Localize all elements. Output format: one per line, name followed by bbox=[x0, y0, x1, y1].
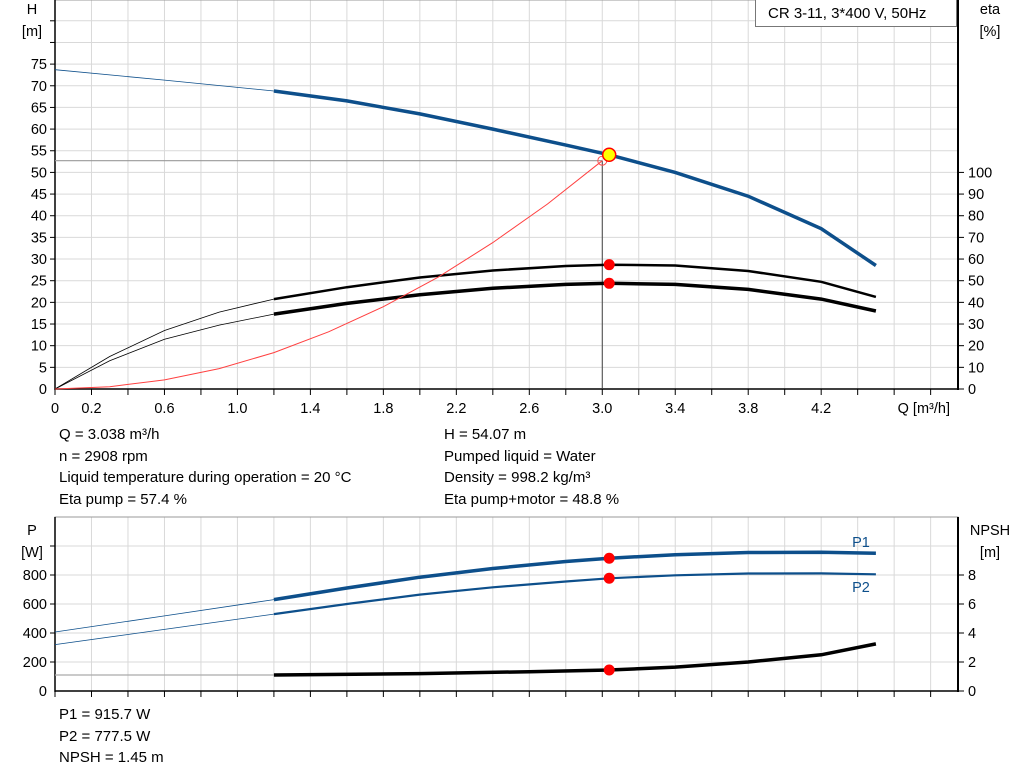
info-liquid: Pumped liquid = Water bbox=[444, 447, 596, 465]
info-eta-total: Eta pump+motor = 48.8 % bbox=[444, 490, 620, 508]
y-left-tick-label: 45 bbox=[31, 187, 47, 203]
npsh-duty-marker bbox=[603, 664, 615, 676]
y-right-tick-label: 0 bbox=[968, 382, 976, 398]
y-left-tick-label: 25 bbox=[31, 274, 47, 290]
info-top-left: Q = 3.038 m³/h n = 2908 rpm Liquid tempe… bbox=[59, 424, 351, 510]
info-npsh: NPSH = 1.45 m bbox=[59, 749, 164, 766]
y-right-axis-label: [m] bbox=[980, 545, 1000, 561]
y-left-tick-label: 20 bbox=[31, 295, 47, 311]
y-right-tick-label: 2 bbox=[968, 655, 976, 671]
info-density: Density = 998.2 kg/m³ bbox=[444, 469, 591, 486]
x-tick-label: 3.4 bbox=[665, 401, 685, 417]
eta-pump-curve bbox=[273, 263, 877, 301]
x-tick-label: 1.4 bbox=[300, 401, 320, 417]
y-right-tick-label: 70 bbox=[968, 230, 984, 246]
y-left-tick-label: 5 bbox=[39, 360, 47, 376]
x-axis-label: Q [m³/h] bbox=[898, 401, 950, 417]
p2-series-label: P2 bbox=[852, 580, 870, 596]
y-left-tick-label: 65 bbox=[31, 100, 47, 116]
y-right-tick-label: 30 bbox=[968, 317, 984, 333]
y-right-tick-label: 50 bbox=[968, 274, 984, 290]
chart-panel-0: 0 5 10 15 20 25 30 35 40 45 50 55 60 65 70 75 0 10 20 30 40 5… bbox=[22, 0, 1001, 417]
info-eta-pump: Eta pump = 57.4 % bbox=[59, 490, 187, 508]
eta-pump-curve-extrapolated bbox=[54, 298, 274, 390]
info-p1: P1 = 915.7 W bbox=[59, 706, 151, 723]
y-right-tick-label: 8 bbox=[968, 568, 976, 584]
x-tick-label: 4.2 bbox=[811, 401, 831, 417]
x-tick-label: 3.0 bbox=[592, 401, 612, 417]
x-tick-label: 3.8 bbox=[738, 401, 758, 417]
y-left-axis-label: [m] bbox=[22, 24, 42, 40]
y-left-axis-label: P bbox=[27, 523, 37, 539]
eta-pump-duty-marker bbox=[603, 259, 615, 271]
info-p2: P2 = 777.5 W bbox=[59, 727, 151, 745]
eta-total-curve bbox=[273, 281, 877, 316]
y-right-tick-label: 100 bbox=[968, 165, 992, 181]
y-left-tick-label: 75 bbox=[31, 57, 47, 73]
x-tick-label: 0.2 bbox=[81, 401, 101, 417]
eta-total-curve-extrapolated bbox=[54, 313, 274, 390]
y-left-tick-label: 0 bbox=[39, 382, 47, 398]
x-tick-label: 2.2 bbox=[446, 401, 466, 417]
x-tick-label: 0 bbox=[51, 401, 59, 417]
eta-total-duty-marker bbox=[603, 277, 615, 289]
y-left-tick-label: 400 bbox=[23, 626, 47, 642]
y-left-axis-label: H bbox=[27, 2, 37, 18]
chart-panel-1: 0 200 400 600 800 0 2 4 6 8 P [W] NPSH [m] P1 P2 bbox=[21, 516, 1010, 700]
info-temperature: Liquid temperature during operation = 20… bbox=[59, 469, 352, 486]
x-tick-label: 0.6 bbox=[154, 401, 174, 417]
system-curve bbox=[54, 160, 603, 390]
p1-curve-extrapolated bbox=[54, 599, 274, 633]
y-left-tick-label: 70 bbox=[31, 79, 47, 95]
p2-curve-extrapolated bbox=[54, 613, 274, 645]
y-right-tick-label: 90 bbox=[968, 187, 984, 203]
p1-curve bbox=[273, 550, 876, 602]
p2-duty-marker bbox=[603, 572, 615, 584]
y-right-tick-label: 6 bbox=[968, 597, 976, 613]
p1-duty-marker bbox=[603, 552, 615, 564]
y-right-tick-label: 80 bbox=[968, 209, 984, 225]
info-top-right: H = 54.07 m Pumped liquid = Water Densit… bbox=[444, 424, 619, 510]
y-left-tick-label: 600 bbox=[23, 597, 47, 613]
chart-title-legend: CR 3-11, 3*400 V, 50Hz bbox=[755, 0, 957, 27]
y-right-tick-label: 0 bbox=[968, 684, 976, 700]
H-curve bbox=[273, 89, 877, 267]
info-speed: n = 2908 rpm bbox=[59, 447, 148, 465]
y-left-tick-label: 200 bbox=[23, 655, 47, 671]
y-right-axis-label: eta bbox=[980, 2, 1001, 18]
y-right-tick-label: 4 bbox=[968, 626, 976, 642]
y-left-tick-label: 50 bbox=[31, 165, 47, 181]
y-left-tick-label: 0 bbox=[39, 684, 47, 700]
x-tick-label: 1.0 bbox=[227, 401, 247, 417]
npsh-curve bbox=[273, 642, 877, 677]
y-left-tick-label: 40 bbox=[31, 209, 47, 225]
y-left-tick-label: 10 bbox=[31, 339, 47, 355]
y-left-axis-label: [W] bbox=[21, 545, 43, 561]
y-left-tick-label: 800 bbox=[23, 568, 47, 584]
y-left-tick-label: 60 bbox=[31, 122, 47, 138]
H-curve-extrapolated bbox=[54, 69, 274, 92]
info-h: H = 54.07 m bbox=[444, 426, 527, 443]
p2-curve bbox=[273, 572, 876, 616]
y-left-tick-label: 30 bbox=[31, 252, 47, 268]
y-left-tick-label: 15 bbox=[31, 317, 47, 333]
y-right-tick-label: 40 bbox=[968, 295, 984, 311]
info-q: Q = 3.038 m³/h bbox=[59, 426, 160, 443]
x-tick-label: 2.6 bbox=[519, 401, 539, 417]
y-right-tick-label: 60 bbox=[968, 252, 984, 268]
y-right-tick-label: 20 bbox=[968, 339, 984, 355]
p1-series-label: P1 bbox=[852, 535, 870, 551]
y-right-axis-label: [%] bbox=[980, 24, 1001, 40]
y-left-tick-label: 55 bbox=[31, 144, 47, 160]
x-tick-label: 1.8 bbox=[373, 401, 393, 417]
y-right-tick-label: 10 bbox=[968, 360, 984, 376]
y-left-tick-label: 35 bbox=[31, 230, 47, 246]
info-bottom: P1 = 915.7 W P2 = 777.5 W NPSH = 1.45 m bbox=[59, 704, 164, 769]
y-right-axis-label: NPSH bbox=[970, 523, 1010, 539]
duty-point-marker bbox=[601, 147, 617, 163]
